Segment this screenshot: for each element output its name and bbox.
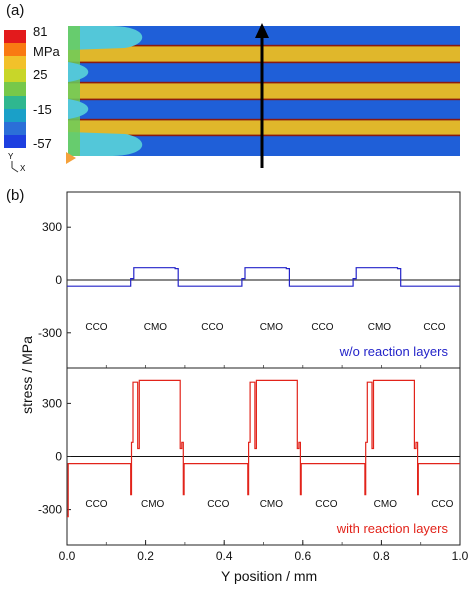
subplot-annotation: with reaction layers — [336, 521, 449, 536]
colorbar-swatch — [4, 82, 26, 97]
contour-interface-line — [68, 44, 460, 47]
contour-edge-region — [68, 99, 89, 119]
y-tick-label: 300 — [42, 396, 62, 410]
profile-path-arrowhead — [255, 23, 269, 38]
x-tick-label: 1.0 — [452, 549, 469, 563]
subplot-annotation: w/o reaction layers — [339, 344, 449, 359]
contour-edge-region — [68, 132, 143, 156]
colorbar-swatch — [4, 43, 26, 57]
x-tick-label: 0.0 — [59, 549, 76, 563]
colorbar-swatch — [4, 134, 26, 149]
phase-label: CCO — [207, 499, 229, 510]
y-tick-label: 0 — [55, 450, 62, 464]
y-tick-label: -300 — [38, 326, 62, 340]
axis-triad-x: X — [20, 164, 26, 173]
panel-b-label: (b) — [6, 187, 25, 204]
phase-label: CMO — [144, 322, 168, 333]
phase-label: CMO — [368, 322, 392, 333]
contour-edge-region — [68, 26, 80, 156]
phase-label: CCO — [85, 499, 107, 510]
colorbar-swatch — [4, 95, 26, 110]
colorbar-label-max: 81 — [33, 24, 48, 39]
constraint-marker — [66, 152, 76, 164]
phase-label: CMO — [141, 499, 165, 510]
contour-layer-band — [68, 46, 460, 62]
contour-interface-line — [68, 134, 460, 137]
y-tick-label: 300 — [42, 220, 62, 234]
colorbar-swatch — [4, 69, 26, 83]
stress-series-line — [67, 379, 460, 518]
contour-layer-band — [68, 83, 460, 99]
phase-label: CMO — [260, 499, 284, 510]
axis-triad-y: Y — [8, 152, 14, 161]
phase-label: CCO — [431, 499, 453, 510]
stress-series-line — [67, 267, 460, 287]
x-tick-label: 0.6 — [294, 549, 311, 563]
phase-label: CCO — [311, 322, 333, 333]
colorbar-swatch — [4, 121, 26, 136]
y-tick-label: 0 — [55, 273, 62, 287]
contour-interface-line — [68, 61, 460, 64]
contour-edge-region — [68, 26, 143, 50]
contour-interface-line — [68, 81, 460, 84]
colorbar-swatch — [4, 108, 26, 123]
colorbar-swatch — [4, 30, 26, 44]
x-tick-label: 0.2 — [137, 549, 154, 563]
y-tick-label: -300 — [38, 503, 62, 517]
panel-a-label: (a) — [6, 2, 25, 19]
phase-label: CCO — [85, 322, 107, 333]
contour-edge-region — [68, 62, 89, 82]
x-tick-label: 0.8 — [373, 549, 390, 563]
contour-interface-line — [68, 98, 460, 101]
colorbar-label-mid: 25 — [33, 67, 48, 82]
colorbar-label-min: -57 — [33, 136, 52, 151]
contour-interface-line — [68, 118, 460, 121]
phase-label: CMO — [260, 322, 284, 333]
phase-label: CMO — [374, 499, 398, 510]
phase-label: CCO — [315, 499, 337, 510]
colorbar-swatch — [4, 56, 26, 70]
contour-layer-band — [68, 120, 460, 135]
stress-colorbar — [4, 30, 26, 149]
colorbar-label-unit: MPa — [33, 44, 60, 59]
y-axis-title: stress / MPa — [19, 336, 35, 414]
phase-label: CCO — [201, 322, 223, 333]
colorbar-label-low: -15 — [33, 102, 52, 117]
phase-label: CCO — [423, 322, 445, 333]
x-axis-title: Y position / mm — [221, 568, 318, 584]
x-tick-label: 0.4 — [216, 549, 233, 563]
axis-triad-line — [11, 167, 19, 173]
